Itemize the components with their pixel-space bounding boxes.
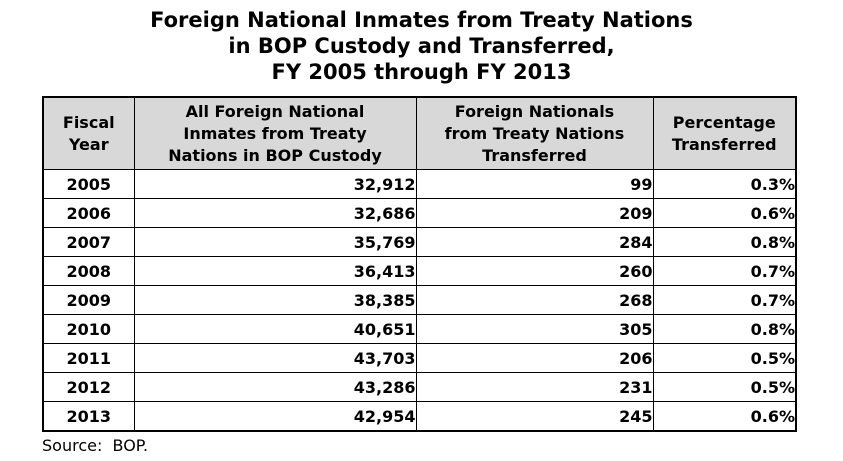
cell-custody: 36,413 [133, 256, 417, 286]
cell-percentage: 0.7% [652, 285, 797, 315]
cell-fiscal-year: 2009 [42, 285, 135, 315]
cell-transferred: 284 [415, 227, 654, 257]
cell-percentage: 0.7% [652, 256, 797, 286]
cell-transferred: 305 [415, 314, 654, 344]
table-row: 2012 43,286 231 0.5% [42, 372, 797, 402]
cell-transferred: 245 [415, 401, 654, 432]
cell-fiscal-year: 2005 [42, 169, 135, 199]
cell-percentage: 0.5% [652, 343, 797, 373]
table-row: 2011 43,703 206 0.5% [42, 343, 797, 373]
table-row: 2005 32,912 99 0.3% [42, 169, 797, 199]
cell-custody: 43,703 [133, 343, 417, 373]
table-row: 2010 40,651 305 0.8% [42, 314, 797, 344]
cell-fiscal-year: 2013 [42, 401, 135, 432]
header-percentage: Percentage Transferred [652, 96, 797, 170]
cell-transferred: 99 [415, 169, 654, 199]
cell-fiscal-year: 2012 [42, 372, 135, 402]
cell-custody: 38,385 [133, 285, 417, 315]
header-custody: All Foreign National Inmates from Treaty… [133, 96, 417, 170]
cell-percentage: 0.5% [652, 372, 797, 402]
cell-percentage: 0.3% [652, 169, 797, 199]
title-line-1: Foreign National Inmates from Treaty Nat… [150, 8, 693, 32]
cell-custody: 40,651 [133, 314, 417, 344]
cell-fiscal-year: 2010 [42, 314, 135, 344]
cell-fiscal-year: 2011 [42, 343, 135, 373]
cell-percentage: 0.8% [652, 227, 797, 257]
table-row: 2007 35,769 284 0.8% [42, 227, 797, 257]
table-body: 2005 32,912 99 0.3% 2006 32,686 209 0.6% 2007 35,… [42, 169, 797, 432]
cell-fiscal-year: 2008 [42, 256, 135, 286]
cell-custody: 35,769 [133, 227, 417, 257]
cell-fiscal-year: 2007 [42, 227, 135, 257]
cell-custody: 42,954 [133, 401, 417, 432]
cell-transferred: 268 [415, 285, 654, 315]
cell-percentage: 0.8% [652, 314, 797, 344]
cell-percentage: 0.6% [652, 198, 797, 228]
table-row: 2013 42,954 245 0.6% [42, 401, 797, 432]
table-row: 2006 32,686 209 0.6% [42, 198, 797, 228]
page-title: Foreign National Inmates from Treaty Nat… [0, 0, 843, 85]
cell-custody: 43,286 [133, 372, 417, 402]
table-row: 2008 36,413 260 0.7% [42, 256, 797, 286]
title-line-2: in BOP Custody and Transferred, [228, 34, 615, 58]
cell-transferred: 209 [415, 198, 654, 228]
title-line-3: FY 2005 through FY 2013 [271, 60, 572, 84]
header-fiscal-year: Fiscal Year [42, 96, 135, 170]
table-header-row: Fiscal Year All Foreign National Inmates… [42, 96, 797, 170]
cell-transferred: 206 [415, 343, 654, 373]
header-transferred: Foreign Nationals from Treaty Nations Tr… [415, 96, 654, 170]
cell-custody: 32,912 [133, 169, 417, 199]
cell-fiscal-year: 2006 [42, 198, 135, 228]
inmates-table: Fiscal Year All Foreign National Inmates… [42, 96, 797, 432]
cell-transferred: 231 [415, 372, 654, 402]
cell-custody: 32,686 [133, 198, 417, 228]
table-row: 2009 38,385 268 0.7% [42, 285, 797, 315]
source-note: Source: BOP. [42, 436, 149, 455]
cell-transferred: 260 [415, 256, 654, 286]
cell-percentage: 0.6% [652, 401, 797, 432]
